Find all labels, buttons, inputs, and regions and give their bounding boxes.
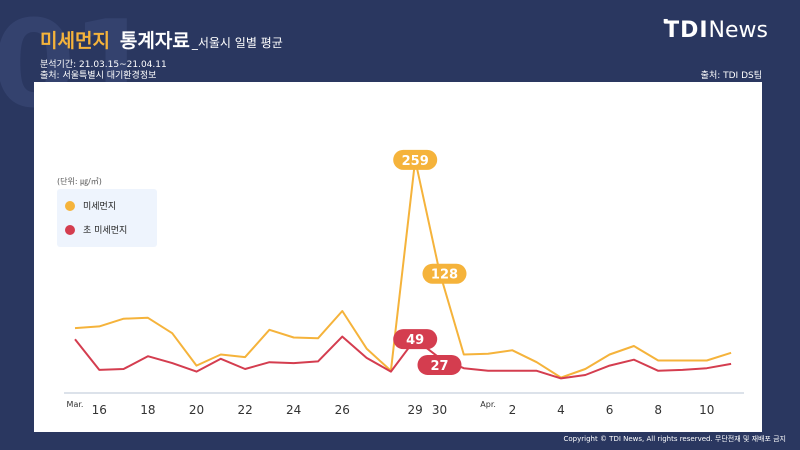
analysis-period: 분석기간: 21.03.15~21.04.11 bbox=[40, 60, 167, 70]
copyright-notice: Copyright © TDI News, All rights reserve… bbox=[563, 435, 786, 443]
logo-light: News bbox=[708, 18, 768, 43]
x-tick-label: 10 bbox=[699, 403, 714, 417]
series-line-1 bbox=[74, 335, 732, 380]
data-label-0: 259 bbox=[393, 149, 438, 170]
data-label-badge bbox=[393, 329, 438, 350]
data-source: 출처: 서울특별시 대기환경정보 bbox=[40, 71, 157, 81]
data-label-3: 27 bbox=[417, 354, 462, 375]
data-label-text: 259 bbox=[402, 154, 429, 169]
legend-dot-pm25 bbox=[65, 224, 75, 235]
data-label-2: 49 bbox=[393, 329, 438, 350]
x-tick-label: 16 bbox=[92, 403, 107, 417]
title-main: 통계자료 bbox=[119, 30, 190, 52]
legend: 미세먼지 초 미세먼지 bbox=[57, 189, 157, 247]
data-label-text: 128 bbox=[431, 268, 458, 283]
legend-dot-pm10 bbox=[65, 200, 75, 211]
legend-label-pm10: 미세먼지 bbox=[83, 202, 117, 212]
page-title: 미세먼지 통계자료 _서울시 일별 평균 bbox=[40, 26, 283, 53]
series-line-0 bbox=[74, 158, 732, 379]
x-tick-label: 8 bbox=[654, 403, 662, 417]
logo-dots-icon: ▪ bbox=[663, 16, 669, 25]
x-tick-label: 18 bbox=[140, 403, 155, 417]
legend-item-pm25: 초 미세먼지 bbox=[65, 223, 127, 236]
team-source: 출처: TDI DS팀 bbox=[700, 71, 762, 81]
data-label-1: 128 bbox=[422, 263, 467, 284]
tdi-news-logo: ▪ TDINews bbox=[663, 16, 768, 43]
x-tick-label: 22 bbox=[237, 403, 252, 417]
legend-item-pm10: 미세먼지 bbox=[65, 199, 116, 212]
meta-info: 분석기간: 21.03.15~21.04.11 출처: 서울특별시 대기환경정보 bbox=[40, 60, 167, 82]
data-label-text: 49 bbox=[406, 333, 424, 348]
x-tick-label: 24 bbox=[286, 403, 301, 417]
chart-panel bbox=[34, 82, 762, 432]
legend-label-pm25: 초 미세먼지 bbox=[83, 226, 128, 236]
title-sub: _서울시 일별 평균 bbox=[191, 36, 283, 50]
x-tick-label: 4 bbox=[557, 403, 565, 417]
x-tick-label: 30 bbox=[432, 403, 447, 417]
unit-label: (단위: ㎍/㎥) bbox=[57, 177, 102, 186]
x-tick-label: 2 bbox=[509, 403, 517, 417]
title-highlight: 미세먼지 bbox=[40, 30, 110, 52]
data-label-text: 27 bbox=[430, 359, 448, 374]
data-label-badge bbox=[422, 263, 467, 284]
x-tick-label: 29 bbox=[408, 403, 423, 417]
x-tick-label: 26 bbox=[335, 403, 350, 417]
logo-bold: TDI bbox=[664, 18, 709, 43]
data-label-badge bbox=[393, 149, 438, 170]
x-tick-label: 20 bbox=[189, 403, 204, 417]
data-label-badge bbox=[417, 354, 462, 375]
x-tick-label: 6 bbox=[606, 403, 614, 417]
x-tick-label: Apr. bbox=[480, 400, 496, 409]
x-tick-label: Mar. bbox=[67, 400, 84, 409]
